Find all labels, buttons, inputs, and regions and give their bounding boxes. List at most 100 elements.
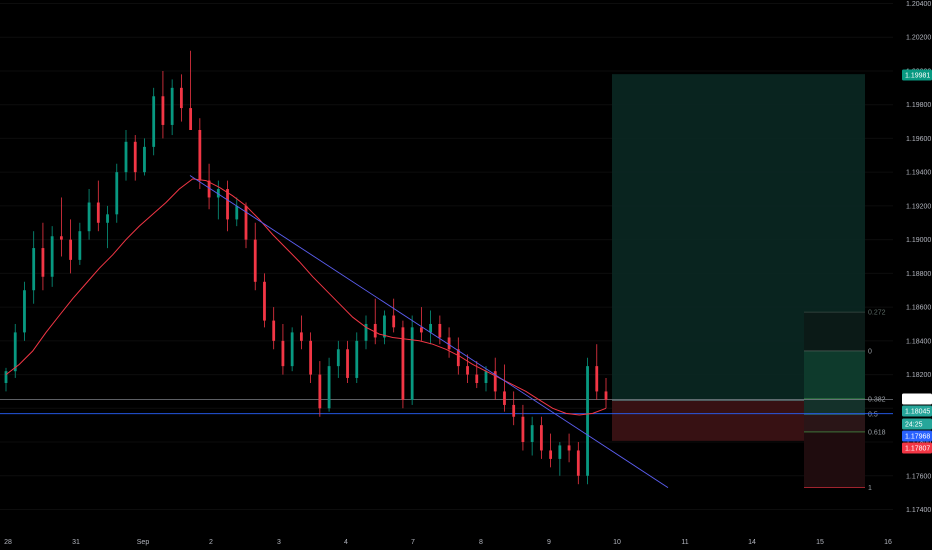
candle-body	[78, 231, 82, 260]
candle-body	[299, 332, 303, 341]
time-tick-label: 16	[884, 539, 892, 546]
time-tick-label: 3	[277, 539, 281, 546]
price-tick-label: 1.19000	[906, 237, 931, 244]
price-tag-blue	[902, 430, 932, 442]
candle-body	[586, 366, 589, 476]
price-tag-label: 24:25	[905, 422, 923, 429]
candle-body	[475, 374, 479, 383]
candle-body	[69, 239, 73, 260]
price-tag-stop	[902, 442, 932, 454]
candle-body	[272, 320, 276, 341]
candle-body	[567, 445, 571, 451]
fib-level-label: 0.382	[868, 397, 886, 404]
candle-body	[170, 87, 174, 125]
candle-body	[263, 281, 266, 321]
candle-body	[207, 180, 211, 198]
price-tick-label: 1.19400	[906, 170, 931, 177]
time-tick-label: 28	[4, 539, 12, 546]
fib-level-label: 0.272	[868, 310, 886, 317]
candle-body	[438, 323, 442, 338]
price-tick-label: 1.20400	[906, 1, 931, 8]
time-tick-label: 31	[72, 539, 80, 546]
fib-band	[804, 399, 865, 415]
candle-body	[50, 236, 54, 277]
candle-body	[32, 248, 36, 291]
candle-body	[503, 391, 506, 405]
candle-body	[484, 371, 488, 383]
price-tag-label: 1.18053	[905, 397, 930, 404]
candle-body	[521, 416, 525, 443]
time-tick-label: 4	[344, 539, 348, 546]
fib-level-label: 1	[868, 485, 872, 492]
time-tick-label: 11	[681, 539, 688, 546]
price-tick-label: 1.17400	[906, 507, 931, 514]
candle-body	[106, 214, 109, 223]
candle-body	[364, 323, 368, 341]
time-tick-label: 7	[411, 539, 415, 546]
fibonacci-retracement[interactable]: 0.272 0 0.382 0.5 0.618 1	[804, 310, 886, 492]
price-tick-label: 1.18600	[906, 305, 931, 312]
candle-body	[41, 248, 45, 277]
candle-body	[383, 315, 386, 338]
candle-body	[336, 349, 340, 367]
candle-body	[161, 96, 165, 125]
candle-body	[346, 349, 349, 378]
candle-body	[512, 404, 516, 417]
price-tags: 1.19981 1.18053 1.18045 24:25 1.17968 1.17807	[902, 69, 932, 454]
candle-body	[124, 141, 128, 173]
candle-body	[429, 323, 433, 333]
candle-body	[226, 189, 229, 220]
price-tag-entry	[902, 405, 932, 417]
trendline[interactable]	[189, 175, 669, 488]
candle-body	[198, 130, 202, 181]
time-tick-label: Sep	[137, 539, 150, 546]
price-tag-countdown	[902, 418, 932, 430]
fib-band	[804, 350, 865, 400]
candle-body	[373, 323, 377, 338]
candle-body	[493, 371, 497, 392]
candle-body	[466, 366, 469, 375]
candle-body	[355, 340, 359, 378]
price-tag-label: 1.18045	[905, 409, 930, 416]
time-tick-label: 9	[547, 539, 551, 546]
time-tick-label: 2	[209, 539, 213, 546]
price-tag-last	[902, 393, 932, 405]
candle-body	[401, 327, 405, 400]
time-tick-label: 15	[816, 539, 824, 546]
fib-band	[804, 312, 865, 351]
candle-body	[447, 337, 451, 350]
price-tick-label: 1.18200	[906, 372, 931, 379]
candle-body	[115, 172, 119, 215]
fib-level-label: 0	[868, 348, 872, 355]
time-axis[interactable]: 28 31 Sep 2 3 4 7 8 9 10 11 14 15 16	[4, 539, 892, 546]
candle-body	[59, 236, 63, 240]
candle-body	[96, 202, 100, 223]
candle-body	[216, 189, 220, 198]
candle-body	[189, 108, 193, 130]
candle-body	[558, 445, 562, 459]
fib-band	[804, 414, 865, 432]
price-tag-label: 1.17807	[905, 446, 930, 453]
candle-body	[539, 425, 543, 451]
candle-body	[410, 327, 414, 400]
candle-body	[87, 202, 91, 232]
price-tick-label: 1.19200	[906, 203, 931, 210]
candle-body	[13, 332, 17, 372]
time-tick-label: 14	[748, 539, 756, 546]
price-tag-label: 1.19981	[905, 73, 930, 80]
price-tick-label: 1.19800	[906, 102, 931, 109]
candle-body	[23, 290, 26, 333]
candle-body	[281, 340, 285, 367]
candle-body	[4, 371, 8, 383]
time-tick-label: 10	[613, 539, 621, 546]
candle-body	[253, 239, 257, 282]
candlestick-series	[4, 50, 608, 485]
candle-body	[576, 450, 580, 476]
fib-level-label: 0.618	[868, 429, 886, 436]
price-tick-label: 1.18800	[906, 271, 931, 278]
price-tick-label: 1.19600	[906, 136, 931, 143]
candle-body	[604, 391, 608, 400]
candle-body	[309, 340, 313, 375]
price-tick-label: 1.17600	[906, 473, 931, 480]
